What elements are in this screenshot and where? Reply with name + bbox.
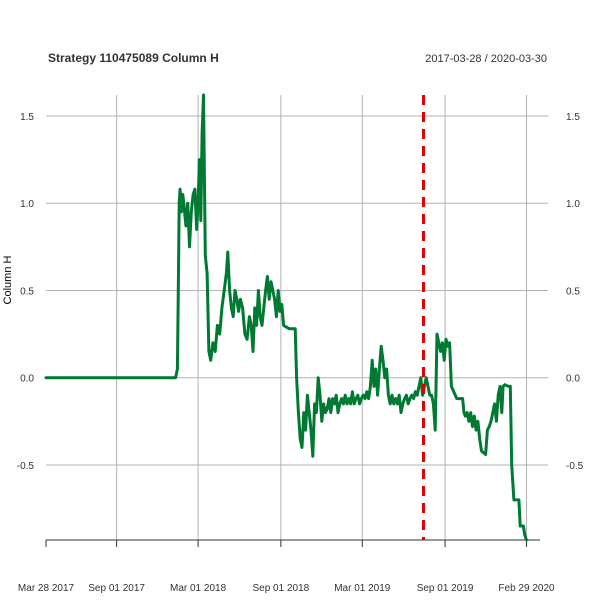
- x-tick-label: Sep 01 2018: [252, 583, 309, 594]
- y-tick-label-left: 1.5: [20, 112, 34, 123]
- y-axis-label: Column H: [2, 255, 14, 304]
- y-tick-label-right: 1.0: [566, 199, 580, 210]
- axes: [45, 539, 540, 547]
- y-tick-label-right: 1.5: [566, 112, 580, 123]
- y-tick-label-left: 0.0: [20, 374, 34, 385]
- x-tick-label: Feb 29 2020: [498, 583, 555, 594]
- tick-labels: 1.5 1.5 1.0 1.0 0.5 0.5 0.0 0.0 -0.5 -0.5 Mar 28 2…: [17, 112, 584, 594]
- series-line: [44, 93, 528, 542]
- x-tick-label: Mar 01 2019: [334, 583, 391, 594]
- y-tick-label-right: -0.5: [566, 461, 584, 472]
- y-tick-label-right: 0.5: [566, 286, 580, 297]
- grid-lines: [46, 95, 548, 540]
- series-layer: [44, 93, 528, 542]
- x-tick-label: Sep 01 2017: [88, 583, 145, 594]
- x-tick-label: Mar 01 2018: [170, 583, 227, 594]
- y-tick-label-left: -0.5: [17, 461, 35, 472]
- chart-title: Strategy 110475089 Column H: [48, 51, 219, 65]
- y-tick-label-right: 0.0: [566, 374, 580, 385]
- y-tick-label-left: 0.5: [20, 286, 34, 297]
- x-tick-label: Sep 01 2019: [417, 583, 474, 594]
- x-tick-label: Mar 28 2017: [18, 583, 75, 594]
- y-tick-label-left: 1.0: [20, 199, 34, 210]
- date-range: 2017-03-28 / 2020-03-30: [425, 53, 547, 65]
